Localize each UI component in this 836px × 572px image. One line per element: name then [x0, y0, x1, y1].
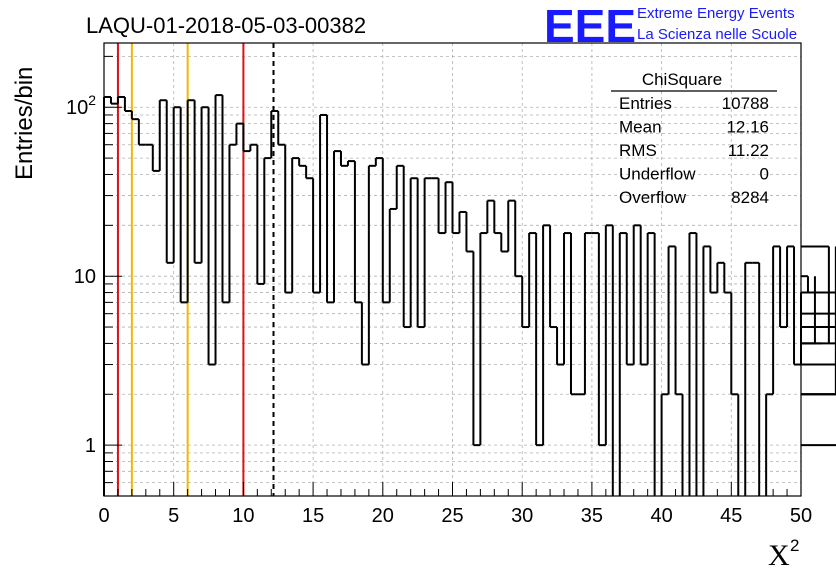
- stats-value: 8284: [731, 188, 769, 207]
- x-axis-label-base: X: [768, 539, 790, 572]
- stats-label: Overflow: [619, 188, 687, 207]
- y-tick-label: 102: [66, 92, 96, 119]
- stats-label: RMS: [619, 141, 657, 160]
- x-tick-label: 10: [232, 505, 254, 527]
- stats-value: 12.16: [726, 118, 769, 137]
- x-tick-label: 0: [98, 505, 109, 527]
- grid: [104, 43, 801, 496]
- logo-line-1: Extreme Energy Events: [637, 5, 795, 22]
- eee-logo: EEE Extreme Energy Events La Scienza nel…: [544, 0, 797, 52]
- y-tick-label: 1: [85, 435, 96, 457]
- x-tick-label: 5: [168, 505, 179, 527]
- chart-title: LAQU-01-2018-05-03-00382: [86, 13, 366, 38]
- x-tick-label: 40: [650, 505, 672, 527]
- x-tick-label: 30: [511, 505, 533, 527]
- x-tick-label: 15: [302, 505, 324, 527]
- stats-value: 11.22: [728, 141, 769, 160]
- x-tick-label: 45: [720, 505, 742, 527]
- x-tick-label: 25: [441, 505, 463, 527]
- logo-line-2: La Scienza nelle Scuole: [637, 26, 797, 43]
- stats-label: Mean: [619, 118, 662, 137]
- stats-box: ChiSquare Entries 10788 Mean 12.16 RMS 11.22 U…: [611, 70, 777, 207]
- x-axis-label: X 2: [768, 536, 799, 572]
- x-tick-label: 35: [581, 505, 603, 527]
- stats-label: Underflow: [619, 165, 696, 184]
- stats-title: ChiSquare: [642, 70, 722, 89]
- stats-value: 0: [760, 165, 769, 184]
- x-tick-label: 50: [790, 505, 812, 527]
- stats-value: 10788: [722, 94, 769, 113]
- y-tick-label-exponent: 2: [88, 92, 96, 108]
- x-axis-label-superscript: 2: [790, 536, 799, 555]
- x-tick-label: 20: [372, 505, 394, 527]
- y-axis-label: Entries/bin: [11, 67, 38, 180]
- plot-area: [104, 43, 801, 496]
- y-tick-label: 10: [74, 266, 96, 288]
- stats-label: Entries: [619, 94, 672, 113]
- stats-rows: Entries 10788 Mean 12.16 RMS 11.22 Underflow 0 O…: [619, 94, 769, 207]
